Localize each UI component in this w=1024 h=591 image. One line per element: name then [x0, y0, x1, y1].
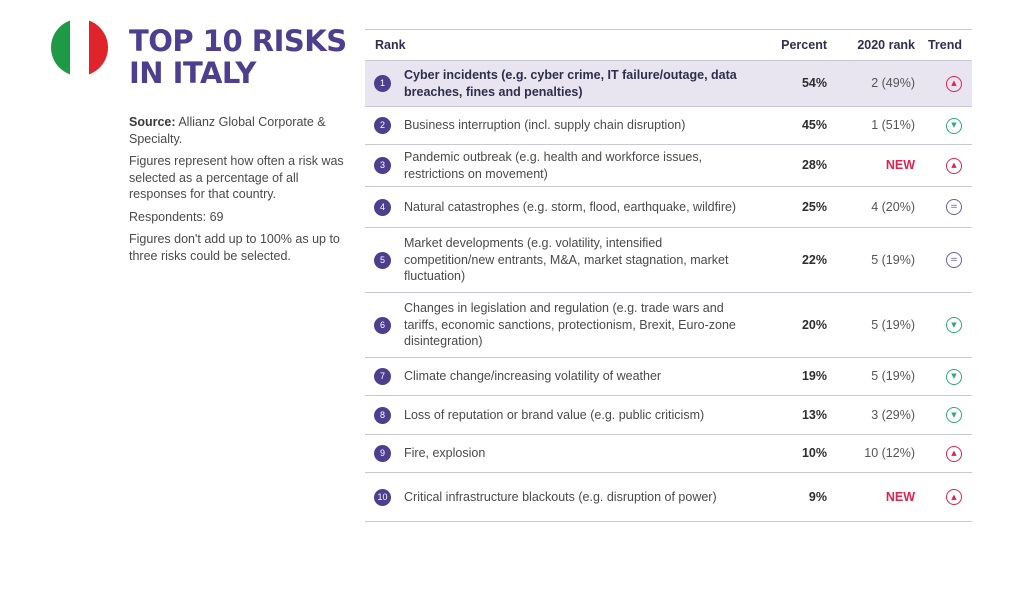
trend-cell: ▲	[915, 157, 972, 174]
equals-icon: =	[946, 252, 962, 268]
flag-stripe-red	[89, 19, 108, 76]
risk-description: Fire, explosion	[404, 446, 486, 461]
risk-percent: 28%	[801, 158, 827, 173]
table-row: 1 Cyber incidents (e.g. cyber crime, IT f…	[365, 61, 972, 107]
header-prev-rank: 2020 rank	[857, 38, 915, 52]
table-body: 1 Cyber incidents (e.g. cyber crime, IT f…	[365, 61, 972, 522]
header-rank: Rank	[375, 38, 406, 52]
table-row: 5 Market developments (e.g. volatility, i…	[365, 228, 972, 293]
risk-percent: 45%	[801, 118, 827, 133]
rank-badge: 1	[374, 75, 391, 92]
prev-rank: 3 (29%)	[871, 407, 915, 422]
risks-table: Rank Percent 2020 rank Trend 1 Cyber inci…	[365, 29, 972, 522]
risk-percent: 54%	[801, 76, 827, 91]
rank-badge: 9	[374, 445, 391, 462]
risk-description: Critical infrastructure blackouts (e.g. …	[404, 489, 717, 504]
triangle-down-icon: ▼	[946, 407, 962, 423]
triangle-down-icon: ▼	[946, 317, 962, 333]
rank-badge: 3	[374, 157, 391, 174]
table-row: 8 Loss of reputation or brand value (e.g.…	[365, 396, 972, 435]
triangle-up-icon: ▲	[946, 445, 962, 462]
source-text: Allianz Global Corporate & Specialty.	[129, 115, 326, 146]
percentage-note: Figures don't add up to 100% as up to th…	[129, 232, 340, 263]
page-title: TOP 10 RISKS IN ITALY	[129, 24, 347, 90]
risk-percent: 13%	[801, 407, 827, 422]
risk-percent: 22%	[801, 252, 827, 267]
prev-rank: 5 (19%)	[871, 369, 915, 384]
rank-badge: 2	[374, 117, 391, 134]
prev-rank: NEW	[885, 489, 915, 504]
trend-cell: =	[915, 252, 972, 268]
prev-rank: 1 (51%)	[871, 118, 915, 133]
triangle-up-icon: ▲	[946, 75, 962, 92]
triangle-up-icon: ▲	[946, 157, 962, 174]
risk-description: Natural catastrophes (e.g. storm, flood,…	[404, 199, 737, 214]
italy-flag-icon	[51, 19, 108, 76]
prev-rank: 5 (19%)	[871, 252, 915, 267]
rank-badge: 4	[374, 198, 391, 216]
flag-stripe-green	[51, 19, 70, 76]
table-row: 7 Climate change/increasing volatility of…	[365, 358, 972, 396]
table-header: Rank Percent 2020 rank Trend	[365, 29, 972, 61]
prev-rank: 10 (12%)	[864, 446, 915, 461]
risk-percent: 25%	[801, 199, 827, 214]
risk-description: Pandemic outbreak (e.g. health and workf…	[404, 150, 703, 181]
risk-percent: 9%	[808, 489, 827, 504]
prev-rank: 2 (49%)	[871, 76, 915, 91]
risk-description: Loss of reputation or brand value (e.g. …	[404, 407, 705, 422]
header-percent: Percent	[781, 38, 827, 52]
source-note: Source: Allianz Global Corporate & Speci…	[129, 114, 347, 147]
risk-description: Climate change/increasing volatility of …	[404, 369, 662, 384]
table-row: 9 Fire, explosion 10% 10 (12%) ▲	[365, 435, 972, 473]
risk-percent: 10%	[801, 446, 827, 461]
risk-percent: 19%	[801, 369, 827, 384]
risk-description: Changes in legislation and regulation (e…	[404, 301, 736, 349]
trend-cell: ▲	[915, 75, 972, 92]
rank-badge: 8	[374, 406, 391, 424]
triangle-down-icon: ▼	[946, 117, 962, 134]
risk-percent: 20%	[801, 317, 827, 332]
prev-rank: 5 (19%)	[871, 317, 915, 332]
risk-description: Market developments (e.g. volatility, in…	[404, 236, 729, 284]
table-row: 10 Critical infrastructure blackouts (e.g…	[365, 473, 972, 522]
equals-icon: =	[946, 199, 962, 215]
table-row: 6 Changes in legislation and regulation (…	[365, 293, 972, 358]
prev-rank: 4 (20%)	[871, 199, 915, 214]
source-label: Source:	[129, 115, 176, 129]
figures-note: Figures represent how often a risk was s…	[129, 154, 344, 201]
triangle-up-icon: ▲	[946, 489, 962, 505]
flag-stripe-white	[70, 19, 89, 76]
trend-cell: ▼	[915, 368, 972, 385]
risk-description: Cyber incidents (e.g. cyber crime, IT fa…	[404, 68, 737, 99]
table-row: 4 Natural catastrophes (e.g. storm, flood…	[365, 187, 972, 228]
trend-cell: ▼	[915, 407, 972, 423]
trend-cell: =	[915, 199, 972, 215]
risk-description: Business interruption (incl. supply chai…	[404, 118, 686, 133]
rank-badge: 5	[374, 251, 391, 269]
table-row: 3 Pandemic outbreak (e.g. health and work…	[365, 145, 972, 187]
rank-badge: 7	[374, 368, 391, 385]
respondents-note: Respondents: 69	[129, 209, 224, 224]
rank-badge: 6	[374, 316, 391, 334]
trend-cell: ▲	[915, 489, 972, 505]
trend-cell: ▼	[915, 117, 972, 134]
rank-badge: 10	[374, 488, 391, 506]
trend-cell: ▲	[915, 445, 972, 462]
triangle-down-icon: ▼	[946, 368, 962, 385]
prev-rank: NEW	[885, 158, 915, 173]
header-trend: Trend	[927, 38, 962, 52]
side-notes: Source: Allianz Global Corporate & Speci…	[129, 114, 347, 270]
trend-cell: ▼	[915, 317, 972, 333]
table-row: 2 Business interruption (incl. supply cha…	[365, 107, 972, 145]
